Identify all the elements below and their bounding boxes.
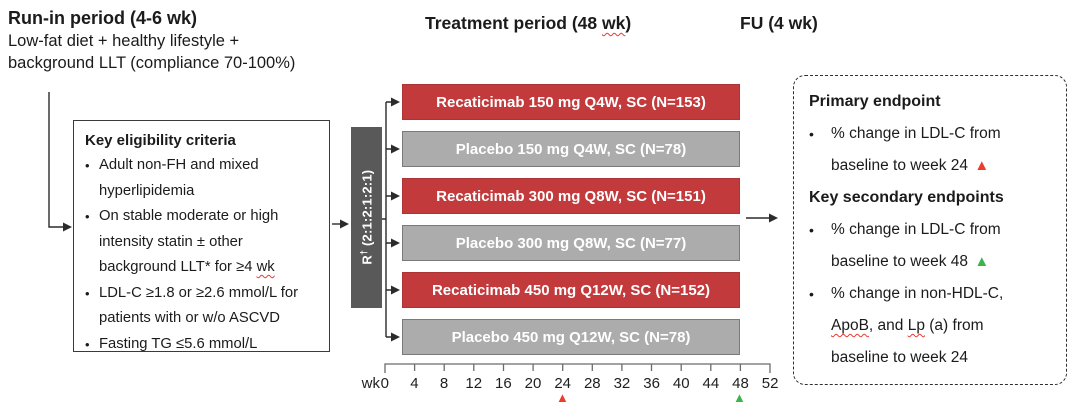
runin-to-eligibility-arrow-line [48,92,63,228]
week24-red-triangle-icon: ▲ [556,390,569,405]
axis-tick: 20 [524,375,542,392]
bullet-dot-icon: • [85,209,90,224]
spellcheck-underline: wk [602,13,626,33]
spellcheck-underline: Lp [907,317,925,334]
randomization-bar: R† (2:1:2:1:2:1) [351,127,382,308]
axis-tick: 44 [702,375,720,392]
week-axis-tick-labels: 0 4 8 12 16 20 24 28 32 36 40 44 48 52 [370,375,785,392]
secondary-endpoint-bullet-2: • % change in non-HDL-C, ApoB, and Lp (a… [809,278,1058,374]
bullet-dot-icon: • [85,285,90,301]
spellcheck-underline: ApoB [831,317,869,334]
primary-endpoint-title: Primary endpoint [809,93,941,110]
axis-tick: 4 [410,375,419,392]
secondary-endpoints-title: Key secondary endpoints [809,189,1004,206]
runin-subtitle-line2: background LLT (compliance 70-100%) [8,54,296,72]
axis-unit-label: wk [361,375,380,392]
axis-tick: 12 [465,375,483,392]
axis-tick: 48 [732,375,749,392]
randomization-label: R† (2:1:2:1:2:1) [358,170,375,265]
bullet-dot-icon: • [809,222,814,238]
arm-bar-placebo-300-q8w: Placebo 300 mg Q8W, SC (N=77) [402,225,740,261]
bullet-dot-icon: • [809,286,814,302]
axis-tick: 28 [583,375,601,392]
eligibility-bullet-3: • LDL-C ≥1.8 or ≥2.6 mmol/L for patients… [85,281,323,332]
red-triangle-icon: ▲ [974,157,990,174]
eligibility-bullet-2: • On stable moderate or high intensity s… [85,204,323,281]
arm-bar-placebo-450-q12w: Placebo 450 mg Q12W, SC (N=78) [402,319,740,355]
axis-tick: 8 [439,375,449,392]
week48-green-triangle-icon: ▲ [733,390,746,405]
randomization-branch-spine [382,102,387,337]
eligibility-bullet-1: • Adult non-FH and mixed hyperlipidemia [85,153,323,204]
treatment-period-title: Treatment period (48 wk) [425,13,632,33]
axis-tick: 0 [380,375,389,392]
eligibility-bullet-4: • Fasting TG ≤5.6 mmol/L [85,332,323,358]
green-triangle-icon: ▲ [974,253,990,270]
eligibility-title: Key eligibility criteria [85,132,236,149]
secondary-endpoint-bullet-1: • % change in LDL-C from baseline to wee… [809,214,1058,278]
axis-tick: 16 [495,375,512,392]
spellcheck-underline: wk [256,259,275,275]
endpoints-box: Primary endpoint • % change in LDL-C fro… [793,75,1067,385]
bullet-dot-icon: • [809,126,814,142]
arm-bar-recaticimab-450-q12w: Recaticimab 450 mg Q12W, SC (N=152) [402,272,740,308]
followup-period-title: FU (4 wk) [740,13,818,33]
axis-tick: 36 [643,375,660,392]
arm-bar-recaticimab-150-q4w: Recaticimab 150 mg Q4W, SC (N=153) [402,84,740,120]
bullet-dot-icon: • [85,158,90,173]
eligibility-criteria-box: Key eligibility criteria • Adult non-FH … [73,120,330,352]
arm-bar-recaticimab-300-q8w: Recaticimab 300 mg Q8W, SC (N=151) [402,178,740,214]
primary-endpoint-bullet: • % change in LDL-C from baseline to wee… [809,118,1058,182]
axis-tick: 40 [672,375,690,392]
axis-tick: 32 [613,375,631,392]
runin-period-title: Run-in period (4-6 wk) [8,8,197,28]
runin-subtitle-line1: Low-fat diet + healthy lifestyle + [8,32,240,50]
dagger-footnote-mark: † [358,250,369,256]
axis-tick: 24 [554,375,571,392]
arm-bar-placebo-150-q4w: Placebo 150 mg Q4W, SC (N=78) [402,131,740,167]
axis-tick: 52 [761,375,779,392]
week-ruler [384,363,771,373]
bullet-dot-icon: • [85,336,90,352]
runin-period-subtitle: Low-fat diet + healthy lifestyle + backg… [8,30,295,74]
